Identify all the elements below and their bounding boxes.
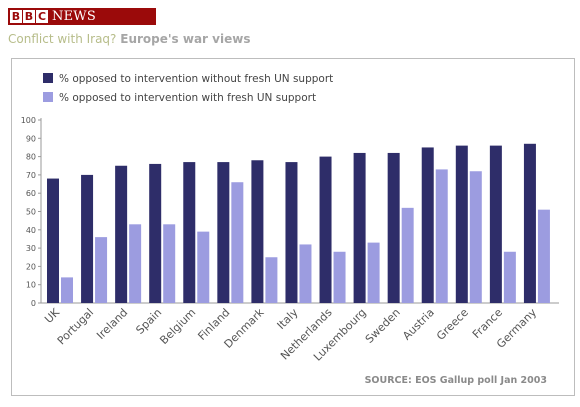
bar-without-un-france xyxy=(489,145,502,303)
bar-without-un-greece xyxy=(455,145,468,303)
logo-letter-c: C xyxy=(36,10,48,23)
y-tick-label-40: 40 xyxy=(26,226,36,235)
bar-with-un-france xyxy=(503,251,516,303)
category-label-greece: Greece xyxy=(434,306,471,343)
page-headline: Conflict with Iraq? Europe's war views xyxy=(8,32,250,46)
logo-news-text: NEWS xyxy=(52,9,96,24)
bar-without-un-finland xyxy=(217,162,230,303)
bar-without-un-uk xyxy=(47,178,59,303)
headline-prefix: Conflict with Iraq? xyxy=(8,32,117,46)
chart-frame: % opposed to intervention without fresh … xyxy=(11,58,575,396)
bar-without-un-ireland xyxy=(115,165,128,303)
bar-with-un-germany xyxy=(537,209,550,303)
category-label-spain: Spain xyxy=(133,306,164,337)
bar-with-un-sweden xyxy=(401,207,414,303)
bar-without-un-belgium xyxy=(183,162,196,303)
bar-chart: % opposed to intervention without fresh … xyxy=(21,73,559,386)
y-tick-label-100: 100 xyxy=(21,116,36,125)
bar-with-un-greece xyxy=(469,171,482,303)
bar-with-un-spain xyxy=(163,224,176,303)
bar-without-un-luxembourg xyxy=(353,152,366,303)
y-tick-label-80: 80 xyxy=(26,153,36,162)
y-tick-label-60: 60 xyxy=(26,189,36,198)
bbc-news-logo[interactable]: B B C NEWS xyxy=(8,8,156,25)
y-tick-label-0: 0 xyxy=(31,299,36,308)
bar-without-un-netherlands xyxy=(319,156,332,303)
y-tick-label-50: 50 xyxy=(26,208,36,217)
bar-with-un-italy xyxy=(299,244,312,303)
bbc-letters: B B C xyxy=(10,10,49,23)
bar-with-un-portugal xyxy=(95,237,108,303)
category-label-portugal: Portugal xyxy=(55,306,96,347)
y-tick-label-30: 30 xyxy=(26,244,36,253)
bar-with-un-luxembourg xyxy=(367,242,380,303)
bar-without-un-sweden xyxy=(387,152,400,303)
category-label-austria: Austria xyxy=(400,306,437,343)
category-label-ireland: Ireland xyxy=(94,306,130,342)
legend-swatch-1 xyxy=(43,73,53,83)
legend-label-1: % opposed to intervention without fresh … xyxy=(59,73,333,85)
bar-without-un-denmark xyxy=(251,160,264,303)
bar-with-un-belgium xyxy=(197,231,210,303)
bar-without-un-italy xyxy=(285,162,298,303)
bar-without-un-portugal xyxy=(81,174,94,303)
bar-with-un-netherlands xyxy=(333,251,346,303)
category-label-italy: Italy xyxy=(275,306,301,332)
bar-with-un-uk xyxy=(61,277,73,303)
bar-with-un-austria xyxy=(435,169,448,303)
y-tick-label-20: 20 xyxy=(26,262,36,271)
category-label-uk: UK xyxy=(42,305,63,326)
y-tick-label-70: 70 xyxy=(26,171,36,180)
bar-with-un-denmark xyxy=(265,257,278,303)
bar-without-un-germany xyxy=(523,143,536,303)
y-tick-label-10: 10 xyxy=(26,281,36,290)
bar-without-un-spain xyxy=(149,163,162,303)
bar-with-un-finland xyxy=(231,182,244,303)
bar-without-un-austria xyxy=(421,147,434,303)
legend-label-2: % opposed to intervention with fresh UN … xyxy=(59,92,316,104)
headline-title: Europe's war views xyxy=(120,32,251,46)
category-label-sweden: Sweden xyxy=(363,306,403,346)
logo-letter-b2: B xyxy=(23,10,35,23)
logo-letter-b1: B xyxy=(10,10,22,23)
y-tick-label-90: 90 xyxy=(26,134,36,143)
bar-with-un-ireland xyxy=(129,224,142,303)
legend-swatch-2 xyxy=(43,92,53,102)
category-label-belgium: Belgium xyxy=(157,306,198,347)
source-note: SOURCE: EOS Gallup poll Jan 2003 xyxy=(365,375,547,386)
